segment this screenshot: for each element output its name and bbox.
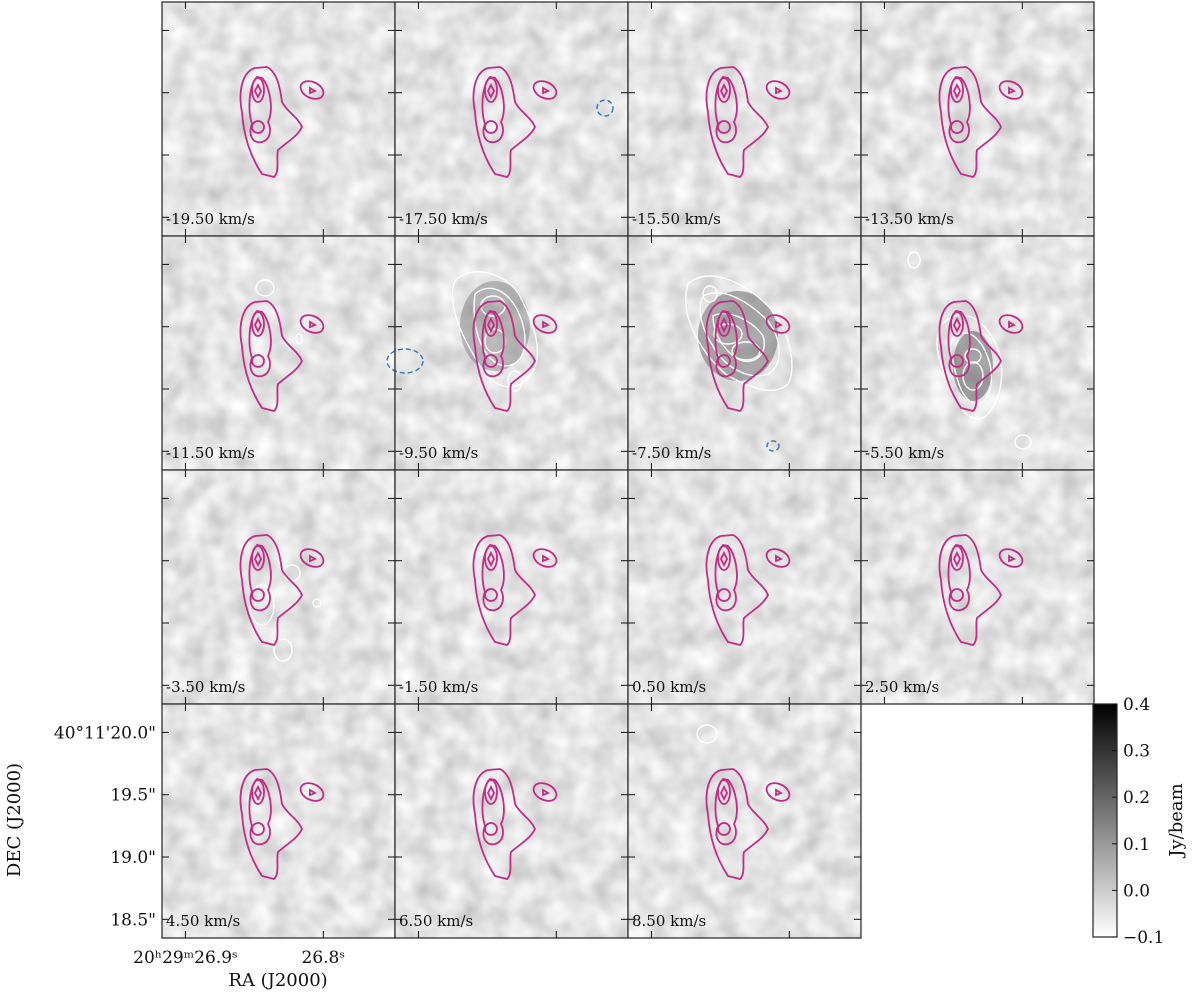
- noise-image: [628, 704, 861, 938]
- channel-label: 6.50 km/s: [399, 912, 473, 930]
- emission-contour: [255, 279, 275, 297]
- emission-contour: [451, 271, 538, 388]
- colorbar: [1092, 703, 1118, 938]
- emission-contour: [484, 328, 506, 354]
- noise-image: [395, 470, 628, 704]
- noise-image: [861, 236, 1094, 470]
- channel-panel: -19.50 km/s: [161, 1, 396, 237]
- channel-label: 0.50 km/s: [632, 678, 706, 696]
- channel-panel: -11.50 km/s: [161, 235, 396, 471]
- noise-image: [162, 704, 395, 938]
- emission-contour: [273, 638, 293, 662]
- emission-contour: [713, 323, 743, 345]
- emission-contour: [907, 251, 921, 269]
- emission-contour: [295, 333, 303, 345]
- y-tick-label: 18.5": [110, 910, 156, 930]
- channel-label: -5.50 km/s: [865, 444, 944, 462]
- emission-contour: [249, 584, 275, 626]
- noise-image: [628, 2, 861, 236]
- noise-image: [395, 236, 628, 470]
- emission-contour: [507, 370, 523, 392]
- channel-label: 4.50 km/s: [166, 912, 240, 930]
- emission: [460, 281, 530, 371]
- channel-panel: -1.50 km/s: [394, 469, 629, 705]
- channel-panel: -3.50 km/s: [161, 469, 396, 705]
- emission-contour: [685, 275, 793, 392]
- channel-panel: 8.50 km/s: [627, 703, 862, 939]
- noise-image: [162, 2, 395, 236]
- emission-contour: [702, 285, 718, 303]
- channel-label: 8.50 km/s: [632, 912, 706, 930]
- colorbar-tick-label: 0.1: [1123, 835, 1150, 855]
- emission-contour: [1014, 434, 1032, 450]
- emission-contour: [964, 348, 982, 364]
- channel-label: -19.50 km/s: [166, 210, 255, 228]
- y-tick-label: 19.0": [110, 848, 156, 868]
- panel-frame: [860, 469, 1095, 705]
- x-tick-label: 20ʰ29ᵐ26.9ˢ: [133, 948, 238, 968]
- channel-panel: -7.50 km/s: [627, 235, 862, 471]
- colorbar-tick-label: −0.1: [1123, 928, 1164, 948]
- channel-label: -15.50 km/s: [632, 210, 721, 228]
- emission-contour: [712, 312, 765, 363]
- channel-label: -3.50 km/s: [166, 678, 245, 696]
- emission: [953, 331, 993, 401]
- colorbar-tick-label: 0.4: [1123, 695, 1150, 715]
- noise-image: [861, 2, 1094, 236]
- channel-panel: 0.50 km/s: [627, 469, 862, 705]
- channel-label: -11.50 km/s: [166, 444, 255, 462]
- channel-panel: -15.50 km/s: [627, 1, 862, 237]
- noise-image: [395, 2, 628, 236]
- channel-panel: -5.50 km/s: [860, 235, 1095, 471]
- negative-contour: [596, 99, 614, 117]
- colorbar-tick-label: 0.2: [1123, 788, 1150, 808]
- colorbar-tick-label: 0.0: [1123, 881, 1150, 901]
- channel-label: -1.50 km/s: [399, 678, 478, 696]
- channel-panel: 2.50 km/s: [860, 469, 1095, 705]
- channel-label: -13.50 km/s: [865, 210, 954, 228]
- channel-panel: -13.50 km/s: [860, 1, 1095, 237]
- channel-label: -9.50 km/s: [399, 444, 478, 462]
- y-tick-label: 40°11'20.0": [54, 723, 156, 743]
- channel-panel: -9.50 km/s: [386, 235, 629, 471]
- noise-image: [861, 470, 1094, 704]
- channel-label: -7.50 km/s: [632, 444, 711, 462]
- negative-contour: [766, 440, 780, 452]
- channel-label: 2.50 km/s: [865, 678, 939, 696]
- colorbar-tick-label: 0.3: [1123, 742, 1150, 762]
- channel-label: -17.50 km/s: [399, 210, 488, 228]
- emission-contour: [473, 287, 526, 367]
- noise-image: [162, 470, 395, 704]
- negative-contour: [386, 348, 424, 374]
- y-axis-label: DEC (J2000): [4, 763, 25, 877]
- colorbar-label: Jy/beam: [1166, 783, 1187, 858]
- emission-contour: [696, 724, 718, 744]
- noise-image: [628, 236, 861, 470]
- x-tick-label: 26.8ˢ: [302, 948, 346, 968]
- noise-image: [395, 704, 628, 938]
- y-tick-label: 19.5": [110, 786, 156, 806]
- channel-panel: 4.50 km/s: [161, 703, 396, 939]
- channel-panel: -17.50 km/s: [394, 1, 629, 237]
- panel-frame: [627, 703, 862, 939]
- emission-contour: [312, 598, 322, 608]
- channel-panel: 6.50 km/s: [394, 703, 629, 939]
- noise-image: [628, 470, 861, 704]
- x-axis-label: RA (J2000): [228, 970, 327, 991]
- noise-image: [162, 236, 395, 470]
